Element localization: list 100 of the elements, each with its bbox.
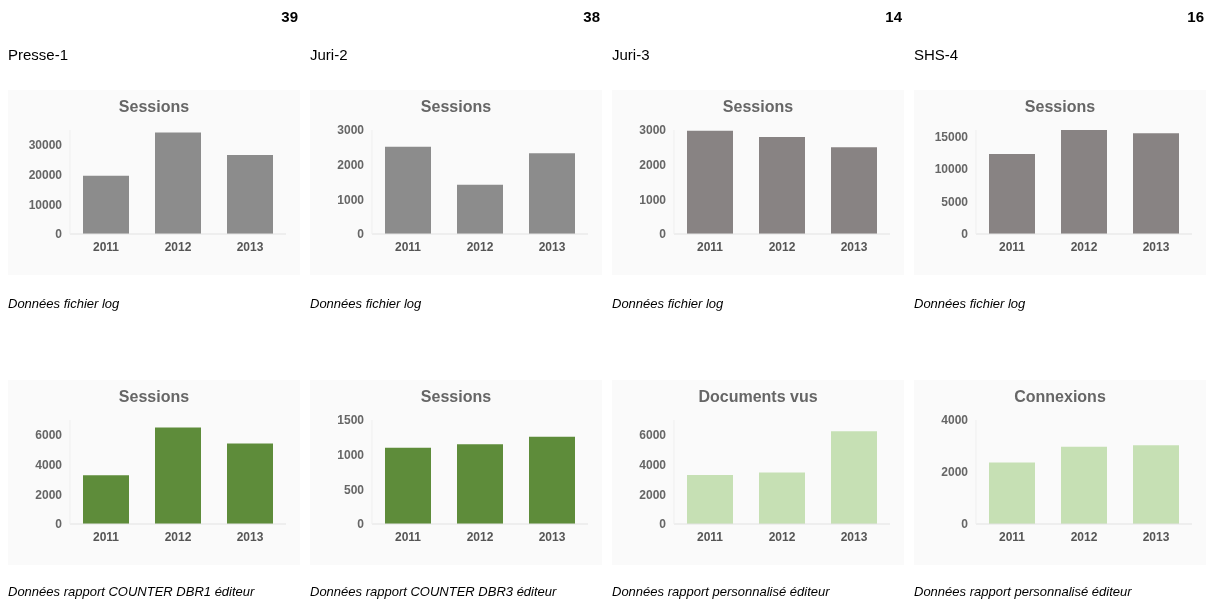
x-tick-label: 2013 — [1142, 529, 1170, 544]
x-tick-label: 2013 — [236, 529, 264, 544]
y-tick-label: 0 — [961, 517, 969, 532]
bar — [1133, 133, 1179, 234]
y-tick-label: 4000 — [639, 457, 667, 472]
chart-title: Sessions — [419, 388, 493, 406]
x-tick-label: 2011 — [998, 239, 1026, 254]
text: Données rapport COUNTER DBR1 éditeur — [8, 584, 255, 599]
bar — [687, 474, 733, 524]
y-tick-label: 0 — [961, 227, 969, 242]
x-tick-label: 2011 — [394, 529, 422, 544]
x-tick-label: 2012 — [164, 529, 192, 544]
x-tick-label: 2013 — [538, 239, 566, 254]
chart-subtitle: Juri-3 — [612, 46, 650, 63]
bar — [385, 146, 431, 234]
bar — [1061, 130, 1107, 234]
y-tick-label: 0 — [659, 227, 667, 242]
bar — [989, 462, 1035, 524]
y-tick-label: 15000 — [934, 129, 969, 144]
text: 16 — [1186, 8, 1204, 25]
chart-title: Connexions — [1013, 388, 1107, 406]
text: Données rapport personnalisé éditeur — [914, 584, 1132, 599]
chart-title: Sessions — [117, 388, 191, 406]
text: Données fichier log — [310, 296, 422, 311]
chart-title: Sessions — [419, 98, 493, 116]
text: Données rapport COUNTER DBR3 éditeur — [310, 584, 557, 599]
text: 14 — [884, 8, 902, 25]
bar — [831, 431, 877, 524]
x-tick-label: 2011 — [998, 529, 1026, 544]
x-tick-label: 2013 — [840, 239, 868, 254]
chart-title: Sessions — [721, 98, 795, 116]
bar — [759, 136, 805, 234]
y-tick-label: 0 — [659, 517, 667, 532]
x-tick-label: 2012 — [1070, 239, 1098, 254]
text: Données fichier log — [612, 296, 724, 311]
y-tick-label: 4000 — [941, 413, 969, 428]
bar — [457, 184, 503, 234]
y-tick-label: 0 — [357, 227, 365, 242]
x-tick-label: 2011 — [696, 239, 724, 254]
x-tick-label: 2012 — [1070, 529, 1098, 544]
bar — [227, 443, 273, 524]
bar — [1061, 446, 1107, 524]
x-tick-label: 2013 — [538, 529, 566, 544]
bar — [1133, 445, 1179, 524]
y-tick-label: 3000 — [337, 123, 365, 138]
y-tick-label: 0 — [55, 517, 63, 532]
x-tick-label: 2012 — [164, 239, 192, 254]
bar — [529, 436, 575, 524]
x-tick-label: 2011 — [92, 239, 120, 254]
bar — [529, 153, 575, 234]
x-tick-label: 2012 — [768, 239, 796, 254]
bar — [687, 130, 733, 234]
x-tick-label: 2011 — [394, 239, 422, 254]
y-tick-label: 5000 — [941, 194, 969, 209]
y-tick-label: 2000 — [639, 487, 667, 502]
text: 38 — [582, 8, 600, 25]
bar — [155, 427, 201, 524]
text: 39 — [280, 8, 298, 25]
bar — [457, 444, 503, 524]
x-tick-label: 2012 — [466, 529, 494, 544]
y-tick-label: 0 — [357, 517, 365, 532]
y-tick-label: 30000 — [28, 138, 63, 153]
x-tick-label: 2013 — [236, 239, 264, 254]
y-tick-label: 20000 — [28, 167, 63, 182]
text: Données fichier log — [914, 296, 1026, 311]
x-tick-label: 2012 — [768, 529, 796, 544]
y-tick-label: 6000 — [639, 428, 667, 443]
x-tick-label: 2013 — [1142, 239, 1170, 254]
y-tick-label: 6000 — [35, 428, 63, 443]
y-tick-label: 2000 — [35, 487, 63, 502]
chart-title: Sessions — [1023, 98, 1097, 116]
y-tick-label: 500 — [343, 482, 365, 497]
bar — [385, 447, 431, 524]
chart-subtitle: SHS-4 — [914, 46, 959, 63]
bar — [989, 154, 1035, 234]
y-tick-label: 2000 — [639, 157, 667, 172]
y-tick-label: 1000 — [337, 192, 365, 207]
bar — [83, 175, 129, 234]
x-tick-label: 2012 — [466, 239, 494, 254]
y-tick-label: 10000 — [28, 197, 63, 212]
bar — [759, 472, 805, 524]
text: Données rapport personnalisé éditeur — [612, 584, 830, 599]
y-tick-label: 0 — [55, 227, 63, 242]
text: Données fichier log — [8, 296, 120, 311]
chart-title: Sessions — [117, 98, 191, 116]
chart-subtitle: Presse-1 — [8, 46, 69, 63]
y-tick-label: 2000 — [941, 465, 969, 480]
bar — [227, 154, 273, 234]
bar — [155, 132, 201, 234]
x-tick-label: 2011 — [92, 529, 120, 544]
x-tick-label: 2011 — [696, 529, 724, 544]
y-tick-label: 4000 — [35, 457, 63, 472]
y-tick-label: 2000 — [337, 157, 365, 172]
y-tick-label: 3000 — [639, 123, 667, 138]
y-tick-label: 10000 — [934, 162, 969, 177]
bar — [831, 147, 877, 234]
chart-subtitle: Juri-2 — [310, 46, 348, 63]
chart-title: Documents vus — [697, 388, 819, 406]
y-tick-label: 1500 — [337, 413, 365, 428]
bar — [83, 475, 129, 524]
